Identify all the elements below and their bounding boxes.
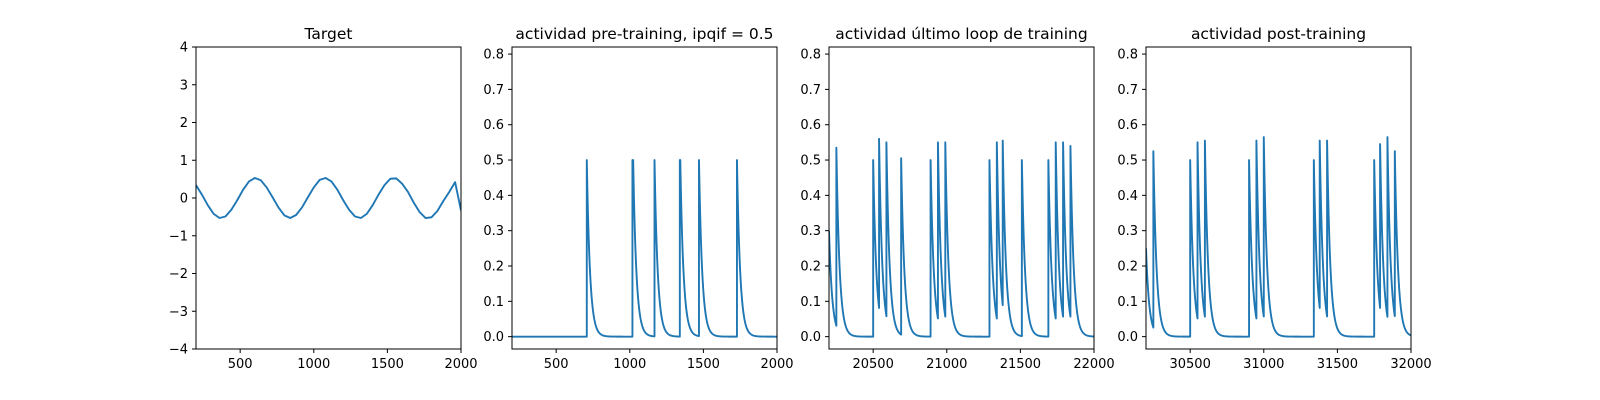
y-tick-label: 0.1 (483, 295, 504, 310)
y-tick-label: 0.2 (1117, 259, 1138, 274)
x-tick-label: 31000 (1243, 357, 1284, 372)
y-tick-label: 2 (180, 116, 188, 131)
y-tick-label: 0.6 (483, 118, 504, 133)
chart-panel-3: 20500 21000 21500 22000 0.0 0.1 0.2 0.3 0.4 0.5 0.… (800, 25, 1114, 372)
x-tick-label: 21000 (926, 357, 967, 372)
y-tick-label: 1 (180, 154, 188, 169)
y-tick-label: 0.7 (800, 83, 821, 98)
chart-title: Target (304, 25, 353, 43)
series-line (1146, 136, 1411, 338)
x-tick-label: 31500 (1317, 357, 1358, 372)
y-tick-label: 0.2 (483, 259, 504, 274)
chart-title: actividad pre-training, ipqif = 0.5 (515, 25, 773, 43)
y-tick-label: 0.5 (800, 154, 821, 169)
y-tick-label: 4 (180, 41, 188, 56)
axes-frame (1145, 46, 1412, 350)
y-tick-label: 0.3 (1117, 224, 1138, 239)
series-line (196, 177, 461, 219)
series-line (512, 159, 777, 338)
y-tick-label: 0.7 (483, 83, 504, 98)
y-tick-label: 0.1 (1117, 295, 1138, 310)
y-tick-label: 0.4 (800, 189, 821, 204)
x-tick-label: 2000 (760, 357, 793, 372)
x-tick-label: 500 (544, 357, 569, 372)
y-tick-label: 0.8 (1117, 48, 1138, 63)
x-tick-label: 20500 (852, 357, 893, 372)
x-tick-label: 1000 (297, 357, 330, 372)
y-tick-label: 0.0 (483, 330, 504, 345)
y-tick-label: 0.2 (800, 259, 821, 274)
series-line (829, 137, 1094, 338)
x-tick-label: 22000 (1073, 357, 1114, 372)
x-tick-label: 32000 (1390, 357, 1431, 372)
x-tick-label: 1500 (371, 357, 404, 372)
axes-frame (828, 46, 1095, 350)
y-tick-label: 0 (180, 192, 188, 207)
y-tick-label: 0.8 (800, 48, 821, 63)
x-tick-label: 500 (228, 357, 253, 372)
y-tick-label: 0.1 (800, 295, 821, 310)
x-tick-label: 1000 (613, 357, 646, 372)
x-tick-label: 30500 (1169, 357, 1210, 372)
y-tick-label: 0.5 (1117, 154, 1138, 169)
y-tick-label: −4 (169, 343, 188, 358)
y-tick-label: 0.4 (483, 189, 504, 204)
x-tick-label: 1500 (687, 357, 720, 372)
chart-title: actividad post-training (1191, 25, 1366, 43)
y-tick-label: 3 (180, 78, 188, 93)
y-tick-label: 0.0 (1117, 330, 1138, 345)
y-tick-label: 0.5 (483, 154, 504, 169)
y-tick-label: 0.4 (1117, 189, 1138, 204)
axes-frame (511, 46, 778, 350)
chart-panel-2: 500 1000 1500 2000 0.0 0.1 0.2 0.3 0.4 0.5 0.6 0.7 0… (483, 25, 793, 372)
y-tick-label: −2 (169, 267, 188, 282)
x-tick-label: 2000 (444, 357, 477, 372)
chart-panel-4: 30500 31000 31500 32000 0.0 0.1 0.2 0.3 0.4 0.5 0.… (1117, 25, 1431, 372)
y-tick-label: 0.0 (800, 330, 821, 345)
y-tick-label: 0.8 (483, 48, 504, 63)
y-tick-label: 0.6 (800, 118, 821, 133)
y-tick-label: 0.3 (800, 224, 821, 239)
y-tick-label: −3 (169, 305, 188, 320)
y-tick-label: 0.7 (1117, 83, 1138, 98)
x-tick-label: 21500 (1000, 357, 1041, 372)
y-tick-label: 0.3 (483, 224, 504, 239)
chart-panel-1: 500 1000 1500 2000 −4 −3 −2 −1 0 1 2 3 4 Target (169, 25, 478, 372)
y-tick-label: 0.6 (1117, 118, 1138, 133)
y-tick-label: −1 (169, 229, 188, 244)
chart-title: actividad último loop de training (835, 25, 1087, 43)
